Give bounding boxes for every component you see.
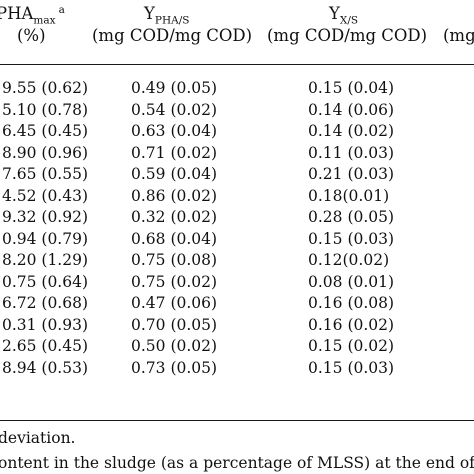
table-row: 7.65 (0.55) 0.59 (0.04) 0.21 (0.03): [0, 164, 474, 186]
cell-pha-max: 0.31 (0.93): [1, 315, 88, 334]
header-y-pha-s-main: Y: [144, 4, 155, 23]
cell-y-pha-s: 0.63 (0.04): [131, 122, 218, 140]
footnote-content: ontent in the sludge (as a percentage of…: [0, 454, 474, 472]
header-y-pha-s-sub: PHA/S: [154, 14, 190, 27]
cell-y-x-s: 0.14 (0.02): [308, 122, 395, 140]
cell-y-pha-s: 0.75 (0.08): [131, 251, 218, 269]
cell-y-x-s: 0.16 (0.02): [308, 315, 395, 334]
header-pha-max-main: PHA: [0, 4, 34, 23]
cell-pha-max: 8.90 (0.96): [1, 143, 88, 162]
table-row: 4.52 (0.43) 0.86 (0.02) 0.18(0.01): [0, 186, 474, 208]
header-pha-unit: (%): [17, 26, 46, 45]
header-rule: [0, 64, 474, 66]
table-row: 5.10 (0.78) 0.54 (0.02) 0.14 (0.06): [0, 100, 474, 122]
cell-y-x-s: 0.18(0.01): [308, 186, 390, 205]
cell-pha-max: 8.94 (0.53): [1, 358, 88, 377]
cell-pha-max: 2.65 (0.45): [1, 337, 88, 355]
header-y-x-s-sub: X/S: [339, 14, 359, 27]
cell-pha-max: 5.10 (0.78): [1, 100, 88, 119]
cell-y-pha-s: 0.68 (0.04): [131, 229, 218, 248]
header-col4-unit: (mg: [443, 26, 474, 45]
cell-y-pha-s: 0.71 (0.02): [131, 143, 218, 162]
cell-y-pha-s: 0.86 (0.02): [131, 186, 218, 205]
cell-y-pha-s: 0.70 (0.05): [131, 315, 218, 334]
cell-y-x-s: 0.15 (0.02): [308, 337, 395, 355]
header-y-pha-s-unit: (mg COD/mg COD): [92, 26, 253, 45]
table-row: 6.72 (0.68) 0.47 (0.06) 0.16 (0.08): [0, 293, 474, 315]
header-pha-max-sup: a: [58, 3, 65, 16]
cell-y-x-s: 0.15 (0.03): [308, 229, 395, 248]
cell-pha-max: 0.75 (0.64): [1, 272, 88, 291]
table-row: 8.94 (0.53) 0.73 (0.05) 0.15 (0.03): [0, 358, 474, 380]
header-pha-max-sub: max: [33, 14, 56, 27]
cell-y-pha-s: 0.50 (0.02): [131, 337, 218, 355]
cell-y-x-s: 0.11 (0.03): [308, 143, 395, 162]
cell-y-x-s: 0.15 (0.03): [308, 358, 395, 377]
cell-y-pha-s: 0.49 (0.05): [131, 79, 218, 97]
cell-pha-max: 9.32 (0.92): [1, 208, 88, 226]
cell-pha-max: 0.94 (0.79): [1, 229, 88, 248]
cell-pha-max: 6.72 (0.68): [1, 294, 88, 312]
bottom-rule: [0, 420, 474, 422]
cell-pha-max: 6.45 (0.45): [1, 122, 88, 140]
cell-y-x-s: 0.15 (0.04): [308, 79, 395, 97]
table-row: 0.31 (0.93) 0.70 (0.05) 0.16 (0.02): [0, 315, 474, 337]
table-row: 2.65 (0.45) 0.50 (0.02) 0.15 (0.02): [0, 336, 474, 358]
cell-y-pha-s: 0.75 (0.02): [131, 272, 218, 291]
cell-pha-max: 8.20 (1.29): [1, 251, 88, 269]
cell-y-pha-s: 0.73 (0.05): [131, 358, 218, 377]
cell-y-pha-s: 0.32 (0.02): [131, 208, 218, 226]
table-row: 0.75 (0.64) 0.75 (0.02) 0.08 (0.01): [0, 272, 474, 294]
cell-pha-max: 7.65 (0.55): [1, 165, 88, 183]
header-y-pha-s: YPHA/S: [144, 4, 190, 27]
header-y-x-s: YX/S: [329, 4, 359, 27]
table-row: 8.20 (1.29) 0.75 (0.08) 0.12(0.02): [0, 250, 474, 272]
cell-y-x-s: 0.21 (0.03): [308, 165, 395, 183]
table-row: 0.94 (0.79) 0.68 (0.04) 0.15 (0.03): [0, 229, 474, 251]
header-pha-max: PHAmaxa: [0, 3, 65, 27]
cell-y-x-s: 0.16 (0.08): [308, 294, 395, 312]
cell-pha-max: 4.52 (0.43): [1, 186, 88, 205]
cell-y-pha-s: 0.54 (0.02): [131, 100, 218, 119]
table-row: 9.32 (0.92) 0.32 (0.02) 0.28 (0.05): [0, 207, 474, 229]
header-y-x-s-unit: (mg COD/mg COD): [267, 26, 428, 45]
table-row: 6.45 (0.45) 0.63 (0.04) 0.14 (0.02): [0, 121, 474, 143]
cell-y-x-s: 0.14 (0.06): [308, 100, 395, 119]
cell-y-x-s: 0.28 (0.05): [308, 208, 395, 226]
header-y-x-s-main: Y: [329, 4, 340, 23]
table-row: 8.90 (0.96) 0.71 (0.02) 0.11 (0.03): [0, 143, 474, 165]
cell-y-x-s: 0.08 (0.01): [308, 272, 395, 291]
table-row: 9.55 (0.62) 0.49 (0.05) 0.15 (0.04): [0, 78, 474, 100]
cell-y-x-s: 0.12(0.02): [308, 251, 390, 269]
cell-y-pha-s: 0.47 (0.06): [131, 294, 218, 312]
footnote-deviation: deviation.: [0, 429, 76, 447]
cell-y-pha-s: 0.59 (0.04): [131, 165, 218, 183]
cell-pha-max: 9.55 (0.62): [1, 79, 88, 97]
